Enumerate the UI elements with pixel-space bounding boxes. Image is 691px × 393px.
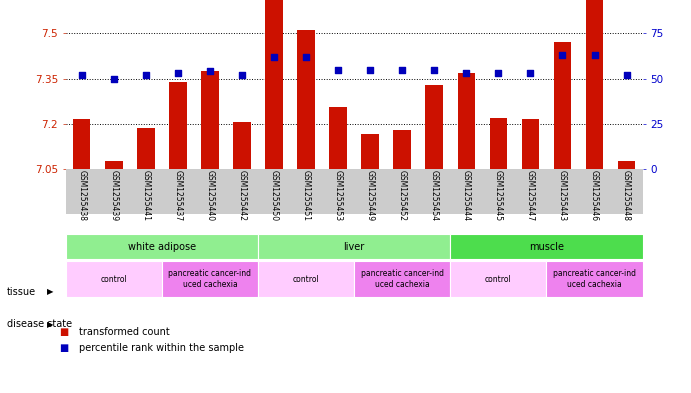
Text: white adipose: white adipose bbox=[128, 242, 196, 252]
Point bbox=[205, 68, 216, 75]
Text: GSM1255438: GSM1255438 bbox=[77, 170, 86, 221]
Point bbox=[269, 54, 280, 60]
Bar bbox=[451, 261, 547, 297]
Point bbox=[172, 70, 183, 76]
Bar bbox=[73, 119, 91, 169]
Point bbox=[140, 72, 151, 78]
Bar bbox=[201, 71, 219, 169]
Text: GSM1255454: GSM1255454 bbox=[430, 170, 439, 222]
Text: ▶: ▶ bbox=[47, 320, 53, 329]
Bar bbox=[330, 107, 347, 169]
Text: GSM1255437: GSM1255437 bbox=[173, 170, 182, 222]
Text: GSM1255440: GSM1255440 bbox=[205, 170, 214, 222]
Bar bbox=[618, 162, 636, 169]
Text: control: control bbox=[293, 275, 319, 283]
Text: transformed count: transformed count bbox=[79, 327, 170, 337]
Text: GSM1255439: GSM1255439 bbox=[109, 170, 118, 222]
Text: GSM1255451: GSM1255451 bbox=[301, 170, 310, 221]
Point bbox=[428, 66, 439, 73]
Text: pancreatic cancer-ind
uced cachexia: pancreatic cancer-ind uced cachexia bbox=[553, 269, 636, 289]
Text: GSM1255442: GSM1255442 bbox=[238, 170, 247, 221]
Point bbox=[301, 54, 312, 60]
Text: GSM1255449: GSM1255449 bbox=[366, 170, 375, 222]
Bar bbox=[354, 261, 451, 297]
Bar bbox=[522, 119, 539, 169]
Bar bbox=[258, 261, 354, 297]
Point bbox=[397, 66, 408, 73]
Text: percentile rank within the sample: percentile rank within the sample bbox=[79, 343, 245, 353]
Point bbox=[493, 70, 504, 76]
Bar bbox=[66, 234, 258, 259]
Bar bbox=[265, 0, 283, 169]
Text: GSM1255444: GSM1255444 bbox=[462, 170, 471, 222]
Text: muscle: muscle bbox=[529, 242, 564, 252]
Text: disease state: disease state bbox=[7, 319, 72, 329]
Bar bbox=[169, 82, 187, 169]
Point bbox=[557, 52, 568, 58]
Point bbox=[461, 70, 472, 76]
Bar bbox=[66, 261, 162, 297]
Text: control: control bbox=[100, 275, 127, 283]
Text: ■: ■ bbox=[59, 327, 68, 337]
Bar bbox=[258, 234, 451, 259]
Point bbox=[108, 75, 120, 82]
Text: tissue: tissue bbox=[7, 286, 36, 297]
Point bbox=[76, 72, 87, 78]
Bar bbox=[233, 122, 251, 169]
Text: ▶: ▶ bbox=[47, 287, 53, 296]
Text: GSM1255452: GSM1255452 bbox=[398, 170, 407, 221]
Bar bbox=[553, 42, 571, 169]
Bar bbox=[451, 234, 643, 259]
Bar bbox=[297, 30, 315, 169]
Text: GSM1255448: GSM1255448 bbox=[622, 170, 631, 221]
Point bbox=[621, 72, 632, 78]
Point bbox=[236, 72, 247, 78]
Text: GSM1255453: GSM1255453 bbox=[334, 170, 343, 222]
Bar bbox=[586, 0, 603, 169]
Bar bbox=[457, 73, 475, 169]
Bar bbox=[547, 261, 643, 297]
Bar bbox=[137, 129, 155, 169]
Text: pancreatic cancer-ind
uced cachexia: pancreatic cancer-ind uced cachexia bbox=[169, 269, 252, 289]
Text: liver: liver bbox=[343, 242, 365, 252]
Text: GSM1255447: GSM1255447 bbox=[526, 170, 535, 222]
Text: pancreatic cancer-ind
uced cachexia: pancreatic cancer-ind uced cachexia bbox=[361, 269, 444, 289]
Point bbox=[589, 52, 600, 58]
Bar bbox=[393, 130, 411, 169]
Text: GSM1255443: GSM1255443 bbox=[558, 170, 567, 222]
Text: GSM1255445: GSM1255445 bbox=[494, 170, 503, 222]
Text: GSM1255441: GSM1255441 bbox=[141, 170, 150, 221]
Bar bbox=[489, 118, 507, 169]
Text: control: control bbox=[485, 275, 512, 283]
Text: ■: ■ bbox=[59, 343, 68, 353]
Bar bbox=[426, 84, 443, 169]
Text: GSM1255446: GSM1255446 bbox=[590, 170, 599, 222]
Point bbox=[365, 66, 376, 73]
Text: GSM1255450: GSM1255450 bbox=[269, 170, 278, 222]
Point bbox=[525, 70, 536, 76]
Point bbox=[332, 66, 343, 73]
Bar bbox=[361, 134, 379, 169]
Bar bbox=[162, 261, 258, 297]
Bar bbox=[105, 162, 122, 169]
